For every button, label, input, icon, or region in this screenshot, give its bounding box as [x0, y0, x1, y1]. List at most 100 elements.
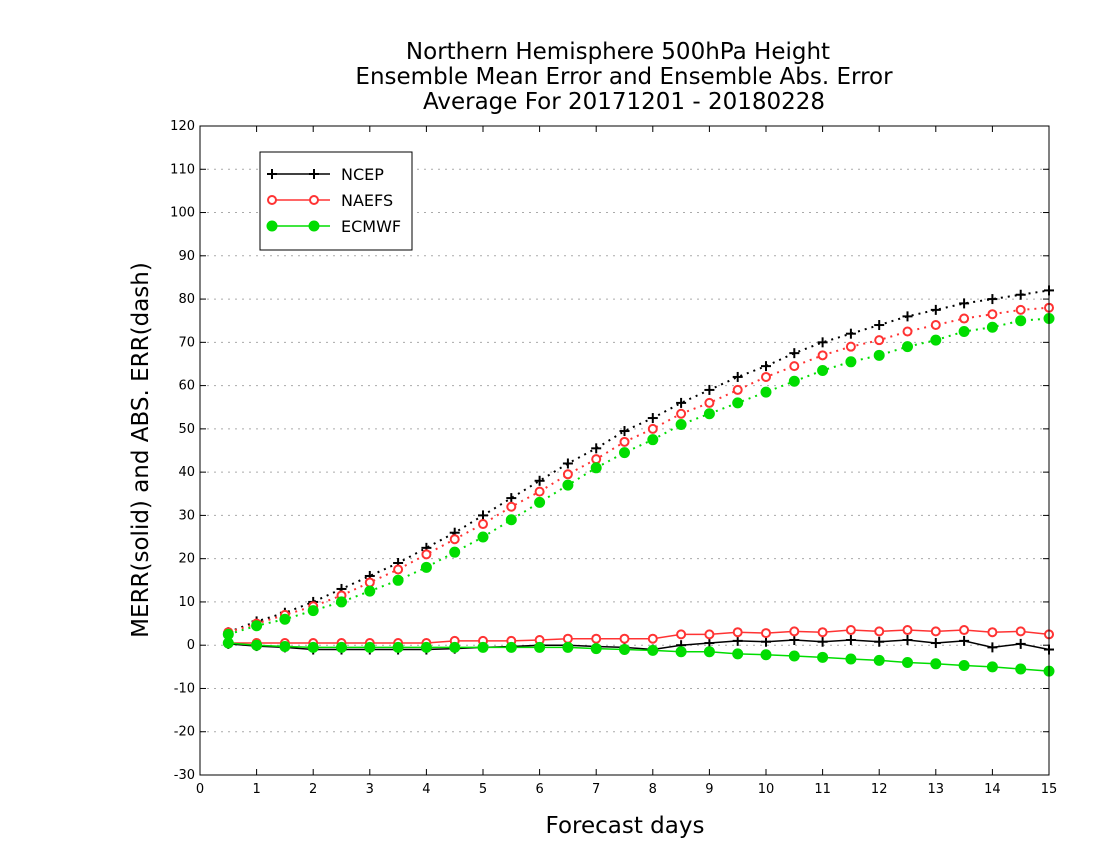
point-mean-err-ecmwf	[845, 653, 857, 665]
point-abs-err-ecmwf	[590, 462, 602, 474]
point-mean-err-ecmwf	[449, 641, 461, 653]
point-mean-err-ecmwf	[562, 641, 574, 653]
point-abs-err-naefs	[789, 361, 800, 372]
y-tick-label: 100	[170, 206, 195, 221]
legend-marker	[309, 169, 319, 179]
point-mean-err-ecmwf	[279, 640, 291, 652]
point-abs-err-ecmwf	[845, 356, 857, 368]
point-abs-err-ecmwf	[732, 397, 744, 409]
point-abs-err-ecmwf	[675, 419, 687, 431]
point-abs-err-ecmwf	[647, 434, 659, 446]
y-tick-label: 70	[178, 335, 195, 350]
series-ecmwf	[222, 313, 1055, 677]
point-abs-err-ecmwf	[392, 574, 404, 586]
point-mean-err-ncep	[789, 635, 800, 646]
y-tick-label: 60	[178, 379, 195, 394]
point-abs-err-naefs	[506, 501, 517, 512]
point-abs-err-naefs	[817, 350, 828, 361]
x-tick-label: 11	[814, 782, 831, 797]
point-mean-err-naefs	[902, 625, 913, 636]
y-tick-label: 50	[178, 422, 195, 437]
x-tick-label: 15	[1041, 782, 1058, 797]
point-mean-err-naefs	[591, 633, 602, 644]
point-mean-err-naefs	[817, 627, 828, 638]
point-abs-err-ecmwf	[420, 561, 432, 573]
x-tick-label: 0	[196, 782, 204, 797]
title-line-1: Northern Hemisphere 500hPa Height	[406, 39, 830, 65]
point-abs-err-ecmwf	[930, 334, 942, 346]
point-mean-err-ecmwf	[477, 641, 489, 653]
legend-label: NCEP	[341, 165, 384, 184]
x-tick-label: 12	[871, 782, 888, 797]
point-abs-err-ecmwf	[958, 326, 970, 338]
point-mean-err-ecmwf	[760, 649, 772, 661]
point-mean-err-ncep	[761, 636, 771, 647]
legend-marker	[267, 195, 277, 205]
point-abs-err-ecmwf	[364, 585, 376, 597]
point-abs-err-naefs	[478, 519, 488, 530]
x-tick-label: 14	[984, 782, 1001, 797]
point-mean-err-naefs	[562, 633, 573, 644]
point-abs-err-naefs	[959, 313, 970, 324]
line-abs-err-ncep	[227, 289, 1050, 634]
point-abs-err-naefs	[421, 549, 432, 560]
point-abs-err-ecmwf	[562, 479, 574, 491]
point-abs-err-ncep	[619, 426, 630, 437]
plot-frame	[199, 125, 1050, 776]
y-tick-label: -10	[174, 681, 195, 696]
point-mean-err-ncep	[930, 638, 941, 649]
point-mean-err-ecmwf	[986, 661, 998, 673]
legend-marker	[308, 220, 320, 232]
y-axis-label: MERR(solid) and ABS. ERR(dash)	[128, 262, 154, 638]
legend: NCEP NAEFS ECMWF	[259, 151, 413, 251]
y-tick-label: 110	[170, 162, 195, 177]
point-abs-err-naefs	[874, 335, 885, 346]
point-abs-err-naefs	[930, 320, 941, 331]
point-mean-err-naefs	[845, 625, 856, 636]
point-mean-err-ecmwf	[251, 639, 263, 651]
point-mean-err-naefs	[789, 626, 800, 637]
point-mean-err-ecmwf	[307, 641, 319, 653]
point-abs-err-naefs	[704, 397, 715, 408]
point-abs-err-ncep	[789, 348, 800, 359]
line-mean-err-naefs	[228, 629, 1050, 644]
point-abs-err-ncep	[930, 304, 941, 315]
point-abs-err-ncep	[987, 294, 998, 305]
point-mean-err-ecmwf	[392, 641, 404, 653]
point-abs-err-ncep	[676, 397, 687, 408]
y-tick-label: 90	[178, 249, 195, 264]
y-tick-label: -20	[174, 725, 195, 740]
point-mean-err-ncep	[1015, 638, 1026, 649]
x-tick-label: 6	[535, 782, 543, 797]
point-abs-err-naefs	[676, 408, 687, 419]
point-abs-err-ecmwf	[251, 620, 263, 632]
point-mean-err-naefs	[987, 627, 998, 638]
point-abs-err-ecmwf	[534, 496, 546, 508]
point-mean-err-ecmwf	[590, 643, 602, 655]
x-tick-label: 1	[252, 782, 260, 797]
point-mean-err-naefs	[761, 628, 771, 639]
point-mean-err-naefs	[930, 626, 941, 637]
point-mean-err-ncep	[874, 636, 885, 647]
x-tick-label: 10	[758, 782, 775, 797]
point-mean-err-ecmwf	[505, 641, 517, 653]
x-tick-label: 7	[592, 782, 600, 797]
point-mean-err-ecmwf	[1015, 663, 1027, 675]
point-abs-err-ncep	[562, 458, 573, 469]
point-mean-err-naefs	[619, 633, 630, 644]
point-mean-err-naefs	[874, 626, 885, 637]
point-abs-err-ecmwf	[703, 408, 715, 420]
point-mean-err-naefs	[732, 627, 743, 638]
series-naefs	[223, 302, 1054, 649]
x-tick-label: 5	[479, 782, 487, 797]
point-mean-err-naefs	[1015, 626, 1026, 637]
point-abs-err-ecmwf	[619, 447, 630, 459]
point-abs-err-naefs	[902, 326, 913, 337]
point-abs-err-ecmwf	[449, 546, 461, 558]
point-abs-err-ncep	[959, 298, 970, 309]
point-abs-err-ecmwf	[788, 375, 800, 387]
point-mean-err-ncep	[817, 636, 828, 647]
legend-marker	[267, 169, 277, 179]
y-tick-label: -30	[174, 768, 195, 783]
